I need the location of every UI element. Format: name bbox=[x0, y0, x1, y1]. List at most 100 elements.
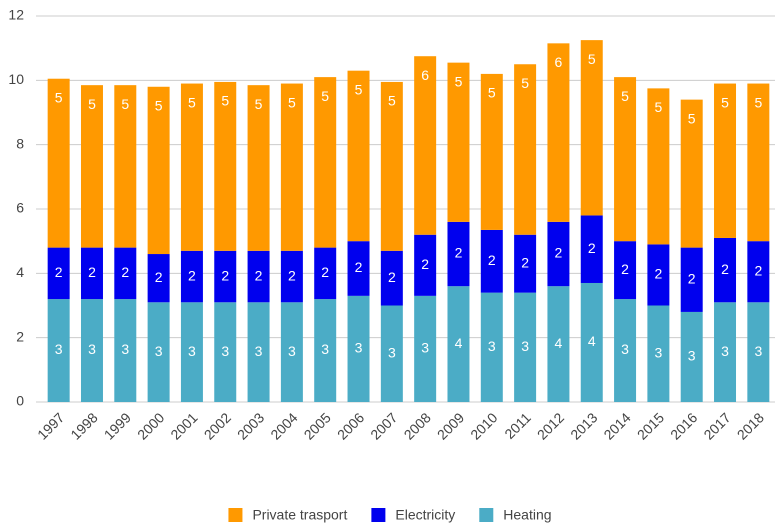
x-tick-label: 2013 bbox=[567, 409, 600, 442]
value-label: 3 bbox=[355, 340, 363, 356]
bar-segment bbox=[480, 229, 503, 293]
value-label: 5 bbox=[88, 96, 96, 112]
value-label: 2 bbox=[155, 269, 163, 285]
bar-segment bbox=[47, 299, 70, 402]
bar-segment bbox=[614, 77, 637, 242]
value-label: 5 bbox=[288, 94, 296, 110]
x-tick-label: 2003 bbox=[234, 409, 267, 442]
value-label: 2 bbox=[521, 254, 529, 270]
value-label: 3 bbox=[88, 341, 96, 357]
bar-segment bbox=[480, 292, 503, 402]
bar-segment bbox=[380, 250, 403, 306]
value-label: 4 bbox=[455, 335, 463, 351]
bar-segment bbox=[447, 286, 470, 402]
value-label: 2 bbox=[555, 245, 563, 261]
value-label: 3 bbox=[321, 341, 329, 357]
bar-segment bbox=[47, 247, 70, 300]
bar-segment bbox=[114, 247, 137, 300]
bar-segment bbox=[680, 99, 703, 248]
bar-segment bbox=[714, 237, 737, 303]
bar-segment bbox=[180, 83, 203, 251]
value-label: 3 bbox=[621, 341, 629, 357]
value-label: 5 bbox=[321, 88, 329, 104]
bar-segment bbox=[347, 295, 370, 402]
value-label: 5 bbox=[621, 88, 629, 104]
value-label: 5 bbox=[654, 99, 662, 115]
bar-segment bbox=[414, 295, 437, 402]
value-label: 5 bbox=[155, 97, 163, 113]
x-tick-label: 2018 bbox=[734, 409, 767, 442]
value-label: 5 bbox=[721, 94, 729, 110]
bar-segment bbox=[147, 254, 170, 303]
bar-segment bbox=[514, 64, 537, 235]
value-label: 5 bbox=[455, 73, 463, 89]
value-label: 5 bbox=[521, 75, 529, 91]
bar-segment bbox=[480, 73, 503, 230]
bar-segment bbox=[414, 56, 437, 235]
bar-segment bbox=[680, 247, 703, 312]
value-label: 3 bbox=[221, 343, 229, 359]
bar-segment bbox=[47, 78, 70, 248]
bar-segment bbox=[347, 70, 370, 242]
bar-segment bbox=[380, 81, 403, 251]
bar-segment bbox=[514, 234, 537, 293]
value-label: 5 bbox=[255, 96, 263, 112]
value-label: 5 bbox=[688, 110, 696, 126]
bar-segment bbox=[214, 250, 237, 303]
value-label: 2 bbox=[121, 264, 129, 280]
value-label: 2 bbox=[654, 266, 662, 282]
bar-segment bbox=[280, 302, 303, 402]
bar-segment bbox=[647, 305, 670, 402]
x-tick-label: 1998 bbox=[67, 409, 100, 442]
value-label: 5 bbox=[55, 89, 63, 105]
value-label: 3 bbox=[288, 343, 296, 359]
value-label: 5 bbox=[588, 51, 596, 67]
bar-segment bbox=[314, 299, 337, 402]
value-label: 4 bbox=[555, 335, 563, 351]
value-label: 3 bbox=[55, 341, 63, 357]
y-tick-label: 2 bbox=[16, 328, 24, 344]
bar-segment bbox=[447, 221, 470, 287]
bar-segment bbox=[447, 62, 470, 222]
bar-segment bbox=[280, 250, 303, 303]
bar-segment bbox=[747, 241, 770, 303]
x-tick-label: 2015 bbox=[634, 409, 667, 442]
x-tick-label: 2016 bbox=[667, 409, 700, 442]
bar-segment bbox=[514, 292, 537, 402]
bar-segment bbox=[547, 43, 570, 222]
value-label: 2 bbox=[355, 259, 363, 275]
y-tick-label: 6 bbox=[16, 200, 24, 216]
x-tick-label: 2008 bbox=[401, 409, 434, 442]
x-tick-label: 2000 bbox=[134, 409, 167, 442]
value-label: 5 bbox=[121, 96, 129, 112]
value-label: 2 bbox=[754, 262, 762, 278]
value-label: 3 bbox=[488, 338, 496, 354]
value-label: 5 bbox=[488, 85, 496, 101]
value-label: 2 bbox=[588, 240, 596, 256]
bar-segment bbox=[714, 83, 737, 238]
x-tick-label: 2014 bbox=[600, 409, 633, 442]
value-label: 6 bbox=[555, 54, 563, 70]
value-label: 3 bbox=[155, 343, 163, 359]
x-tick-label: 2017 bbox=[700, 409, 733, 442]
x-tick-label: 2007 bbox=[367, 409, 400, 442]
bar-segment bbox=[614, 299, 637, 402]
bar-segment bbox=[380, 305, 403, 402]
bar-segment bbox=[347, 241, 370, 296]
value-label: 2 bbox=[621, 261, 629, 277]
bar-segment bbox=[647, 244, 670, 306]
bar-segment bbox=[680, 311, 703, 402]
legend-label: Electricity bbox=[395, 507, 455, 523]
bar-segment bbox=[214, 302, 237, 402]
value-label: 2 bbox=[388, 269, 396, 285]
bar-segment bbox=[747, 83, 770, 242]
bar-segment bbox=[547, 221, 570, 287]
value-label: 3 bbox=[688, 348, 696, 364]
legend-swatch bbox=[371, 508, 386, 522]
y-tick-label: 10 bbox=[8, 71, 24, 87]
x-tick-label: 2001 bbox=[167, 409, 200, 442]
x-tick-label: 1997 bbox=[34, 409, 67, 442]
value-label: 3 bbox=[754, 343, 762, 359]
bar-segment bbox=[314, 77, 337, 248]
